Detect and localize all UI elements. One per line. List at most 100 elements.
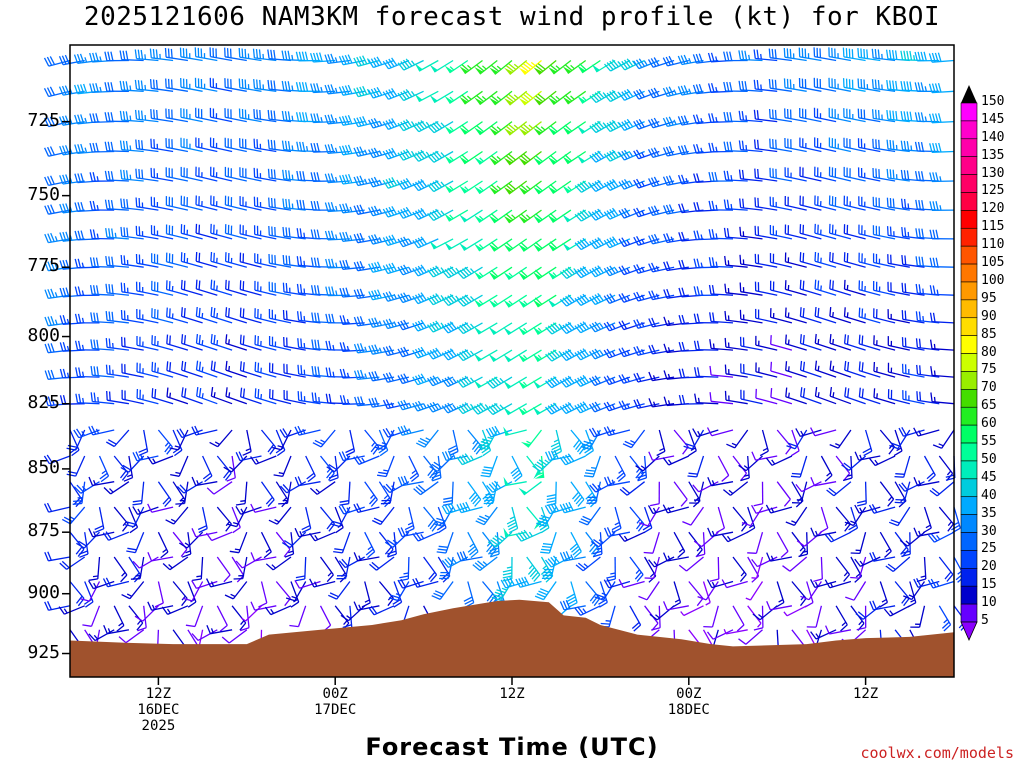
wind-barb (694, 393, 719, 405)
wind-barb (382, 234, 410, 247)
wind-barb (770, 335, 793, 351)
wind-barb (642, 506, 653, 534)
wind-barb (898, 481, 925, 492)
wind-barb (113, 605, 125, 632)
wind-barb (850, 532, 867, 555)
wind-barb (368, 289, 395, 301)
wind-barb (459, 150, 483, 165)
wind-barb (914, 51, 940, 62)
wind-barb (574, 401, 601, 414)
wind-barb (843, 137, 866, 153)
wind-barb (825, 625, 852, 635)
wind-barb (423, 506, 439, 532)
wind-barb (324, 230, 350, 241)
wind-barb (338, 556, 366, 569)
wind-barb (547, 238, 572, 252)
wind-barb (688, 429, 697, 457)
colorbar-label: 80 (981, 344, 997, 360)
wind-barb (73, 53, 100, 64)
wind-barb (275, 531, 291, 558)
wind-barb (44, 601, 71, 611)
wind-barb (754, 197, 778, 211)
wind-barb (408, 455, 420, 483)
wind-barb (130, 556, 145, 580)
wind-barb (930, 392, 955, 405)
wind-barb (169, 429, 189, 451)
wind-barb (534, 455, 545, 479)
wind-barb (275, 581, 291, 607)
wind-barb (209, 429, 233, 448)
wind-barb (295, 556, 307, 582)
wind-barb (843, 334, 866, 351)
wind-barb (688, 581, 704, 607)
wind-barb (828, 195, 852, 211)
wind-barb (191, 629, 218, 641)
wind-barb (268, 506, 292, 525)
colorbar-label: 25 (981, 541, 997, 557)
wind-barb (441, 556, 469, 568)
wind-barb (929, 312, 955, 324)
wind-barb (444, 121, 469, 135)
wind-barb (540, 531, 557, 554)
wind-barb (150, 196, 174, 211)
wind-barb (448, 429, 459, 456)
wind-barb (814, 223, 837, 240)
y-tick-label: 750 (27, 183, 60, 205)
wind-barb (633, 319, 660, 329)
wind-barb (545, 322, 572, 335)
wind-barb (707, 527, 734, 537)
wind-barb (745, 581, 764, 601)
wind-barb (486, 402, 513, 416)
wind-barb (755, 362, 778, 378)
wind-barb (914, 112, 940, 123)
wind-barb (532, 349, 557, 362)
wind-barb (577, 59, 601, 74)
wind-barb (548, 59, 572, 75)
wind-barb (922, 506, 932, 534)
wind-barb (250, 601, 277, 611)
wind-barb (185, 605, 204, 628)
wind-barb (751, 556, 778, 568)
wind-barb (502, 556, 513, 582)
wind-barb (829, 307, 852, 324)
wind-barb (224, 195, 247, 211)
wind-barb (225, 360, 248, 378)
wind-barb (695, 532, 706, 558)
wind-barb (872, 138, 896, 153)
wind-barb (253, 167, 277, 182)
wind-barb (194, 77, 218, 92)
colorbar-label: 75 (981, 362, 997, 378)
wind-barb (894, 455, 911, 478)
wind-barb (353, 204, 380, 215)
wind-barb (928, 83, 955, 94)
wind-barb (137, 605, 147, 632)
wind-barb (353, 601, 380, 611)
wind-barb (119, 140, 144, 153)
wind-barb (738, 140, 763, 153)
wind-barb (518, 294, 542, 308)
wind-barb (873, 361, 896, 378)
wind-barb (753, 79, 778, 92)
wind-barb (429, 90, 454, 104)
wind-barb (872, 167, 896, 182)
wind-barb (770, 361, 793, 378)
wind-barb (44, 204, 71, 215)
wind-barb (120, 309, 144, 324)
wind-barb (191, 580, 218, 590)
wind-barb (132, 481, 145, 506)
wind-barb (820, 455, 833, 482)
wind-barb (179, 47, 203, 62)
wind-barb (858, 196, 881, 211)
wind-barb (785, 361, 807, 378)
wind-barb (629, 556, 644, 583)
wind-barb (673, 429, 689, 455)
wind-barb (76, 531, 100, 549)
wind-barb (280, 481, 307, 494)
wind-barb (197, 506, 208, 534)
wind-barb (238, 108, 262, 123)
wind-barb (118, 629, 145, 644)
wind-barb (732, 556, 747, 583)
wind-barb (467, 481, 482, 507)
colorbar-top-arrow (961, 85, 977, 103)
credit-link[interactable]: coolwx.com/models (860, 744, 1014, 762)
